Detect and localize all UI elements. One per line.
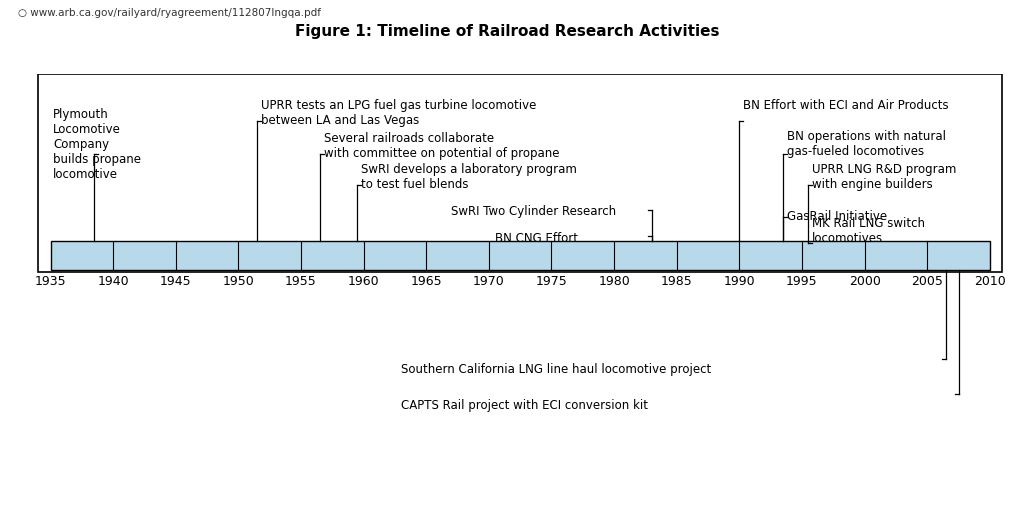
Text: UPRR LNG R&D program
with engine builders: UPRR LNG R&D program with engine builder… — [812, 163, 956, 192]
Text: 1935: 1935 — [35, 276, 66, 288]
Text: 1945: 1945 — [160, 276, 192, 288]
Text: 1980: 1980 — [598, 276, 630, 288]
Text: 1965: 1965 — [410, 276, 443, 288]
Text: 1950: 1950 — [222, 276, 255, 288]
Text: 1955: 1955 — [285, 276, 317, 288]
Text: GasRail Initiative: GasRail Initiative — [787, 210, 887, 223]
Text: Several railroads collaborate
with committee on potential of propane: Several railroads collaborate with commi… — [324, 132, 559, 160]
Text: 2005: 2005 — [911, 276, 943, 288]
Text: BN operations with natural
gas-fueled locomotives: BN operations with natural gas-fueled lo… — [787, 130, 946, 158]
Text: Southern California LNG line haul locomotive project: Southern California LNG line haul locomo… — [401, 363, 712, 376]
Text: MK Rail LNG switch
locomotives: MK Rail LNG switch locomotives — [812, 217, 925, 245]
Text: 1990: 1990 — [724, 276, 755, 288]
Text: Plymouth
Locomotive
Company
builds propane
locomotive: Plymouth Locomotive Company builds propa… — [53, 108, 141, 181]
Text: UPRR tests an LPG fuel gas turbine locomotive
between LA and Las Vegas: UPRR tests an LPG fuel gas turbine locom… — [261, 99, 536, 127]
Text: SwRI Two Cylinder Research: SwRI Two Cylinder Research — [452, 205, 616, 219]
Text: 1970: 1970 — [473, 276, 504, 288]
Text: 2010: 2010 — [974, 276, 1006, 288]
Text: BN CNG Effort: BN CNG Effort — [495, 232, 579, 245]
Text: Figure 1: Timeline of Railroad Research Activities: Figure 1: Timeline of Railroad Research … — [295, 24, 720, 39]
Text: 1985: 1985 — [661, 276, 692, 288]
Bar — [38, 74, 1003, 272]
Text: 2000: 2000 — [849, 276, 881, 288]
Text: 1940: 1940 — [97, 276, 129, 288]
Text: 1960: 1960 — [348, 276, 380, 288]
Text: CAPTS Rail project with ECI conversion kit: CAPTS Rail project with ECI conversion k… — [401, 398, 649, 412]
Text: 1995: 1995 — [787, 276, 818, 288]
Text: 1975: 1975 — [536, 276, 567, 288]
Text: ○ www.arb.ca.gov/railyard/ryagreement/112807lngqa.pdf: ○ www.arb.ca.gov/railyard/ryagreement/11… — [18, 8, 322, 18]
Text: BN Effort with ECI and Air Products: BN Effort with ECI and Air Products — [743, 99, 949, 112]
Text: SwRI develops a laboratory program
to test fuel blends: SwRI develops a laboratory program to te… — [361, 163, 577, 192]
Bar — [51, 241, 990, 270]
